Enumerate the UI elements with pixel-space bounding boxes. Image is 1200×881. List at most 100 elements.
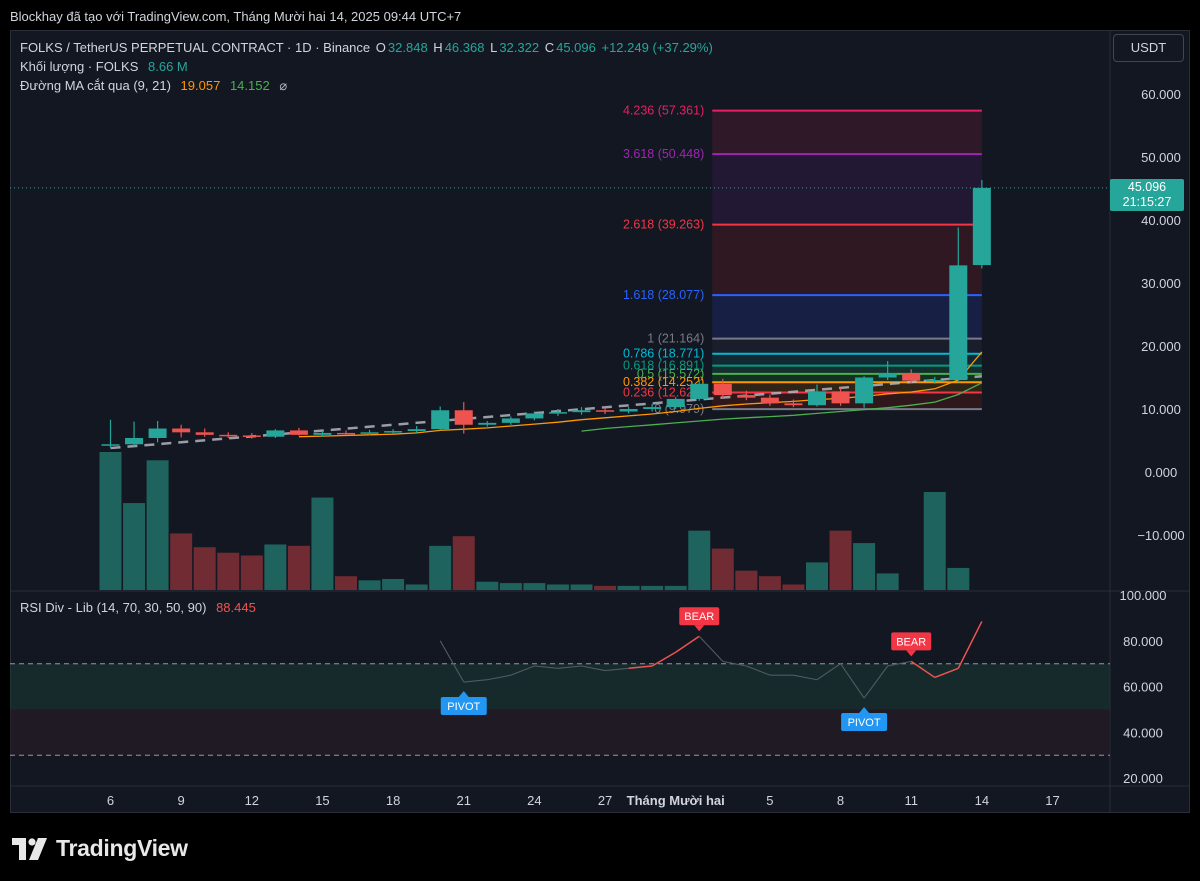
- ma-fast-value: 19.057: [180, 78, 221, 93]
- time-axis-label: 9: [178, 793, 185, 808]
- volume-legend[interactable]: Khối lượng · FOLKS 8.66 M: [20, 59, 190, 74]
- volume-bar: [311, 497, 334, 590]
- last-price-tag: 45.096 21:15:27: [1110, 179, 1184, 211]
- fib-level-label: 0.786 (18.771): [623, 347, 704, 361]
- rsi-axis-label: 20.000: [1123, 771, 1163, 786]
- volume-bar: [617, 585, 640, 590]
- tradingview-logo-icon: [12, 837, 47, 860]
- rsi-line-segment: [510, 665, 535, 676]
- volume-bar: [688, 530, 711, 590]
- volume-bar: [217, 552, 240, 590]
- time-axis-label: 8: [837, 793, 844, 808]
- candle-body: [242, 435, 261, 437]
- fib-zone: [712, 224, 982, 296]
- candle-body: [737, 395, 756, 398]
- candle-body: [902, 373, 921, 381]
- rsi-line-segment: [887, 660, 912, 667]
- candle: [643, 403, 662, 412]
- candle-body: [619, 409, 638, 412]
- volume-bar: [287, 545, 310, 590]
- volume-bar: [429, 545, 452, 590]
- marker-pointer: [694, 625, 705, 632]
- time-axis-label: 24: [527, 793, 541, 808]
- candle: [360, 429, 379, 436]
- volume-bar: [240, 555, 263, 590]
- candle: [949, 227, 968, 383]
- candle-body: [431, 410, 450, 430]
- candle-body: [784, 403, 803, 406]
- candle: [501, 416, 520, 425]
- price-axis-label: 30.000: [1141, 276, 1181, 291]
- rsi-line-segment: [816, 663, 841, 681]
- candle-body: [360, 432, 379, 434]
- rsi-line-segment: [581, 665, 606, 672]
- ma-legend[interactable]: Đường MA cắt qua (9, 21) 19.057 14.152 ⌀: [20, 78, 289, 94]
- time-axis-label: 12: [245, 793, 259, 808]
- volume-bar: [146, 460, 169, 590]
- candle: [337, 430, 355, 435]
- candle-body: [548, 412, 567, 414]
- time-axis-label: 11: [904, 793, 918, 808]
- brand-wordmark: TradingView: [56, 835, 188, 861]
- rsi-line-segment: [957, 621, 983, 669]
- candle: [384, 429, 403, 435]
- volume-bar: [664, 585, 687, 590]
- fib-level-label: 0.5 (15.572): [637, 367, 704, 381]
- candle: [101, 419, 120, 449]
- rsi-value: 88.445: [216, 600, 256, 615]
- pivot-marker: PIVOT: [440, 691, 487, 716]
- candle: [219, 432, 238, 438]
- candle: [902, 369, 921, 384]
- candle: [525, 411, 544, 421]
- time-axis-label: 6: [107, 793, 114, 808]
- marker-box: [841, 713, 888, 732]
- rsi-line-segment: [793, 674, 818, 681]
- volume-bar: [193, 547, 216, 590]
- candle-body: [172, 428, 191, 433]
- price-axis-label: 10.000: [1141, 402, 1181, 417]
- candle: [737, 390, 756, 401]
- volume-bar: [735, 570, 758, 590]
- rsi-line-segment: [557, 665, 582, 669]
- candle-body: [384, 431, 403, 433]
- candle-body: [760, 397, 779, 404]
- countdown-value: 21:15:27: [1122, 195, 1172, 209]
- currency-button[interactable]: USDT: [1113, 34, 1184, 62]
- candle: [454, 402, 473, 434]
- candle: [760, 394, 779, 406]
- symbol-title[interactable]: FOLKS / TetherUS PERPETUAL CONTRACT · 1D…: [20, 40, 371, 55]
- rsi-line-segment: [604, 667, 629, 672]
- time-axis-label: Tháng Mười hai: [627, 793, 725, 808]
- close-label: C: [544, 40, 555, 55]
- fib-level-label: 2.618 (39.263): [623, 218, 704, 232]
- rsi-line-segment: [863, 665, 889, 699]
- rsi-line-segment: [746, 665, 771, 676]
- candle: [313, 431, 332, 437]
- rsi-upper-band: [10, 663, 1110, 710]
- fib-level-label: 4.236 (57.361): [623, 104, 704, 118]
- candle: [878, 361, 897, 381]
- marker-box: [440, 697, 487, 716]
- volume-bar: [99, 452, 122, 590]
- candle-body: [337, 432, 355, 435]
- volume-bar: [758, 576, 781, 590]
- tradingview-logo[interactable]: TradingView: [12, 835, 188, 862]
- candle: [431, 406, 450, 431]
- price-axis-label: 50.000: [1141, 150, 1181, 165]
- volume-bar: [452, 536, 475, 590]
- volume-bar: [876, 573, 899, 590]
- high-label: H: [433, 40, 443, 55]
- rsi-legend[interactable]: RSI Div - Lib (14, 70, 30, 50, 90) 88.44…: [20, 600, 258, 615]
- volume-bar: [335, 576, 357, 590]
- candle-body: [125, 437, 144, 445]
- time-axis-label: 15: [315, 793, 329, 808]
- hide-indicator-icon[interactable]: ⌀: [279, 78, 288, 93]
- fib-level-label: 0.382 (14.252): [623, 375, 704, 389]
- fib-zone: [712, 154, 982, 225]
- candle-body: [878, 373, 897, 378]
- time-axis-label: 27: [598, 793, 612, 808]
- open-value: 32.848: [387, 40, 428, 55]
- rsi-line-segment: [651, 651, 677, 667]
- fib-level-label: 0.236 (12.625): [623, 385, 704, 399]
